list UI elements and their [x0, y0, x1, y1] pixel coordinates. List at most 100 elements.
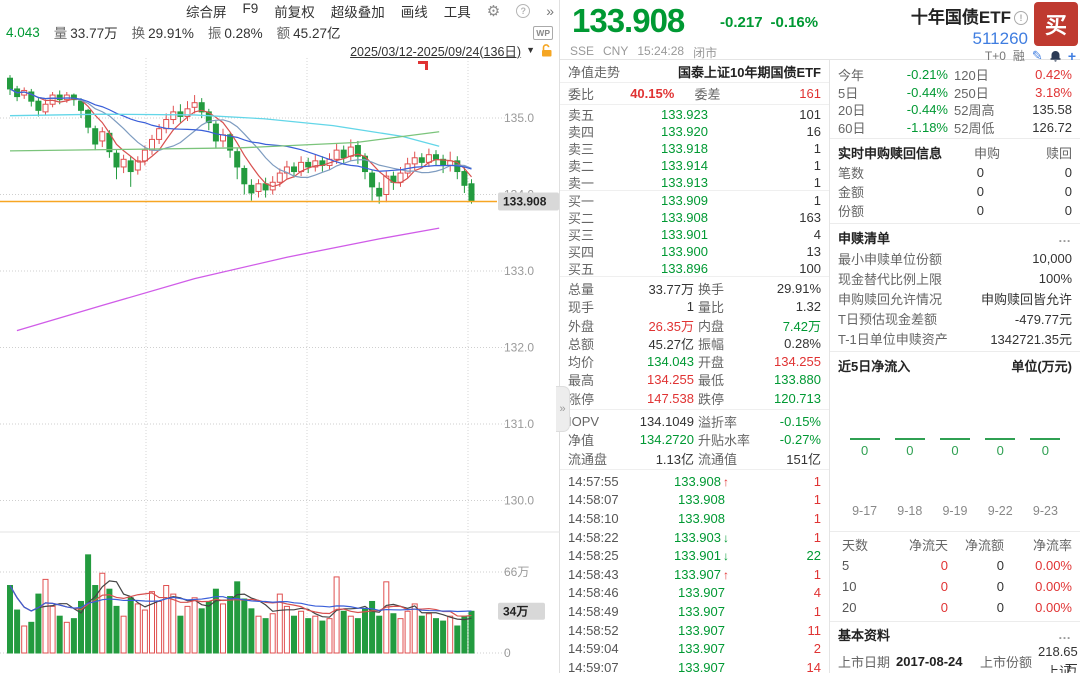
date-range-selector[interactable]: 2025/03/12-2025/09/24(136日) — [350, 44, 522, 59]
flow-zero-bar — [1030, 438, 1061, 440]
buy-button[interactable]: 买 — [1034, 2, 1078, 46]
order-level-row[interactable]: 卖一 133.913 1 — [568, 175, 821, 191]
tick-row: 14:57:55 133.908 ↑ 1 — [568, 473, 821, 489]
bell-icon[interactable] — [1050, 50, 1061, 62]
order-level-row[interactable]: 买四 133.900 13 — [568, 244, 821, 260]
more-icon[interactable]: … — [1058, 626, 1072, 642]
flow-zero-bar — [849, 438, 880, 440]
tick-row: 14:58:52 133.907 11 — [568, 622, 821, 638]
subscription-row: 金额 0 0 — [838, 184, 1072, 200]
edit-icon[interactable]: ✎ — [1031, 47, 1043, 63]
tick-row: 14:58:22 133.903 ↓ 1 — [568, 529, 821, 545]
menu-item[interactable]: 工具 — [443, 5, 471, 20]
chart-stats: 量 33.77万换 29.91% 振 0.28% 额 45.27亿 — [54, 22, 341, 42]
weibi-row: 委比 40.15% 委差 161 — [560, 83, 829, 105]
up-arrow-icon: ↑ — [723, 474, 729, 489]
more-icon[interactable]: … — [1058, 229, 1072, 245]
subscription-section: 实时申购赎回信息 申购 赎回 笔数 0 0 金额 0 0 份额 0 0 — [830, 139, 1080, 224]
tab-nav-trend[interactable]: 净值走势 — [568, 64, 621, 80]
tag-t0: T+0 — [984, 48, 1006, 63]
fund-detail-panel: 今年 -0.21% 120日 0.42% 5日 -0.44% 250日 3.18% 20日 -0.… — [830, 60, 1080, 673]
chevrons-right-icon[interactable]: » — [546, 3, 554, 19]
gear-icon[interactable]: ⚙ — [486, 3, 501, 20]
wp-tool-icon[interactable]: WP — [533, 26, 553, 40]
price-change-pct: -0.16% — [770, 14, 819, 31]
chart-stat: 额 45.27亿 — [276, 26, 341, 41]
basic-info-title: 基本资料 — [838, 627, 891, 643]
chart-menu-items: 综合屏 F9 前复权 超级叠加 画线 工具 — [186, 1, 471, 21]
tick-row: 14:58:46 133.907 4 — [568, 585, 821, 601]
list-shares-value: 218.65万 — [1038, 644, 1078, 673]
order-level-row[interactable]: 买三 133.901 4 — [568, 227, 821, 243]
svg-text:34万: 34万 — [503, 604, 528, 618]
chevron-down-icon[interactable]: ▼ — [526, 45, 535, 55]
stats-row: IOPV 134.1049 溢折率 -0.15% — [568, 414, 821, 431]
menu-item[interactable]: 前复权 — [274, 5, 315, 20]
time-and-sales: 14:57:55 133.908 ↑ 1 14:58:07 133.908 1 14:58:1… — [560, 470, 829, 673]
list-date-value: 2017-08-24 — [896, 653, 963, 669]
index-name-value: 上证10年国 — [1045, 664, 1072, 673]
period-returns: 今年 -0.21% 120日 0.42% 5日 -0.44% 250日 3.18% 20日 -0.… — [830, 60, 1080, 139]
svg-text:133.0: 133.0 — [504, 264, 534, 278]
order-level-row[interactable]: 卖五 133.923 101 — [568, 107, 821, 123]
order-level-row[interactable]: 买五 133.896 100 — [568, 261, 821, 277]
net-inflow-chart: 0 9-17 0 9-18 0 9-19 0 9-22 0 9-23 — [838, 376, 1072, 528]
order-level-row[interactable]: 买一 133.909 1 — [568, 193, 821, 209]
order-level-row[interactable]: 卖二 133.914 1 — [568, 158, 821, 174]
stats-row: 净值 134.2720 升贴水率 -0.27% — [568, 432, 821, 449]
basic-info-section: 基本资料 … 上市日期 2017-08-24 上市份额 218.65万 跟踪指数… — [830, 622, 1080, 673]
redemption-list-section: 申赎清单 … 最小申赎单位份额 10,000 现金替代比例上限 100% 申购赎回允许情… — [830, 224, 1080, 352]
list-date-label: 上市日期 — [838, 654, 891, 670]
tick-row: 14:58:10 133.908 1 — [568, 510, 821, 526]
subscription-row: 份额 0 0 — [838, 203, 1072, 219]
fund-full-name: 国泰上证10年期国债ETF — [677, 64, 821, 80]
redemption-row: 最小申赎单位份额 10,000 — [838, 250, 1072, 267]
redemption-rows: 最小申赎单位份额 10,000 现金替代比例上限 100% 申购赎回允许情况 申购赎回皆允… — [838, 248, 1072, 348]
menu-item[interactable]: 画线 — [400, 5, 428, 20]
weibi-value: 40.15% — [630, 86, 675, 101]
order-panel: 净值走势 国泰上证10年期国债ETF 委比 40.15% 委差 161 卖五 13… — [560, 60, 830, 673]
kline-chart[interactable]: 135.0134.0133.0132.0131.0130.066万0133.90… — [0, 58, 560, 673]
tag-margin: 融 — [1012, 49, 1025, 63]
chart-stat: 换 29.91% — [131, 26, 194, 41]
stats-block-b: IOPV 134.1049 溢折率 -0.15% 净值 134.2720 升贴水率 -0.27… — [560, 410, 829, 469]
svg-text:131.0: 131.0 — [504, 417, 534, 431]
up-arrow-icon: ↑ — [723, 567, 729, 582]
security-name: 十年国债ETF — [910, 8, 1011, 27]
panel-collapse-handle[interactable]: » — [556, 386, 570, 432]
stats-row: 现手 1 量比 1.32 — [568, 299, 821, 316]
flow-bar-item: 0 9-23 — [1023, 376, 1068, 528]
chart-header: 综合屏 F9 前复权 超级叠加 画线 工具 ⚙ ? » 4.043 量 33.77万换 29.… — [0, 0, 559, 59]
unlock-icon[interactable] — [540, 43, 553, 57]
order-level-row[interactable]: 买二 133.908 163 — [568, 210, 821, 226]
price-change-block: -0.217 -0.16% — [720, 14, 826, 31]
redemption-title: 申赎清单 — [838, 230, 891, 246]
svg-text:0: 0 — [504, 646, 511, 660]
list-shares-label: 上市份额 — [980, 654, 1033, 670]
quote-header: 133.908 -0.217 -0.16% SSE CNY 15:24:28 闭市… — [560, 0, 1080, 64]
stats-row: 总量 33.77万 换手 29.91% — [568, 281, 821, 297]
menu-item[interactable]: F9 — [242, 1, 259, 16]
tick-row: 14:58:25 133.901 ↓ 22 — [568, 548, 821, 564]
menu-item[interactable]: 超级叠加 — [330, 5, 385, 20]
quote-time: 15:24:28 — [637, 44, 685, 58]
menu-item[interactable]: 综合屏 — [185, 5, 227, 20]
svg-text:132.0: 132.0 — [504, 341, 534, 355]
bid-levels: 买一 133.909 1 买二 133.908 163 买三 133.901 4 买四 133.90… — [560, 191, 829, 277]
quote-region: 133.908 -0.217 -0.16% SSE CNY 15:24:28 闭市… — [560, 0, 1080, 673]
stats-row: 均价 134.043 开盘 134.255 — [568, 354, 821, 371]
chart-stat: 振 0.28% — [207, 26, 263, 41]
order-level-row[interactable]: 卖三 133.918 1 — [568, 141, 821, 157]
subscription-title: 实时申购赎回信息 — [838, 145, 943, 161]
info-icon[interactable]: ! — [1014, 11, 1028, 25]
chart-stat-row: 4.043 量 33.77万换 29.91% 振 0.28% 额 45.27亿 — [6, 22, 553, 42]
return-row: 60日 -1.18% 52周低 126.72 — [838, 119, 1072, 136]
add-icon[interactable]: + — [1067, 47, 1076, 64]
help-icon[interactable]: ? — [516, 4, 531, 18]
order-level-row[interactable]: 卖四 133.920 16 — [568, 124, 821, 140]
flow-table-row: 20 0 0 0.00% — [842, 600, 1072, 615]
flow-bar-item: 0 9-19 — [932, 376, 977, 528]
subscribe-col: 申购 — [973, 145, 1000, 161]
flow-zero-bar — [894, 438, 925, 440]
tick-row: 14:58:43 133.907 ↑ 1 — [568, 566, 821, 582]
